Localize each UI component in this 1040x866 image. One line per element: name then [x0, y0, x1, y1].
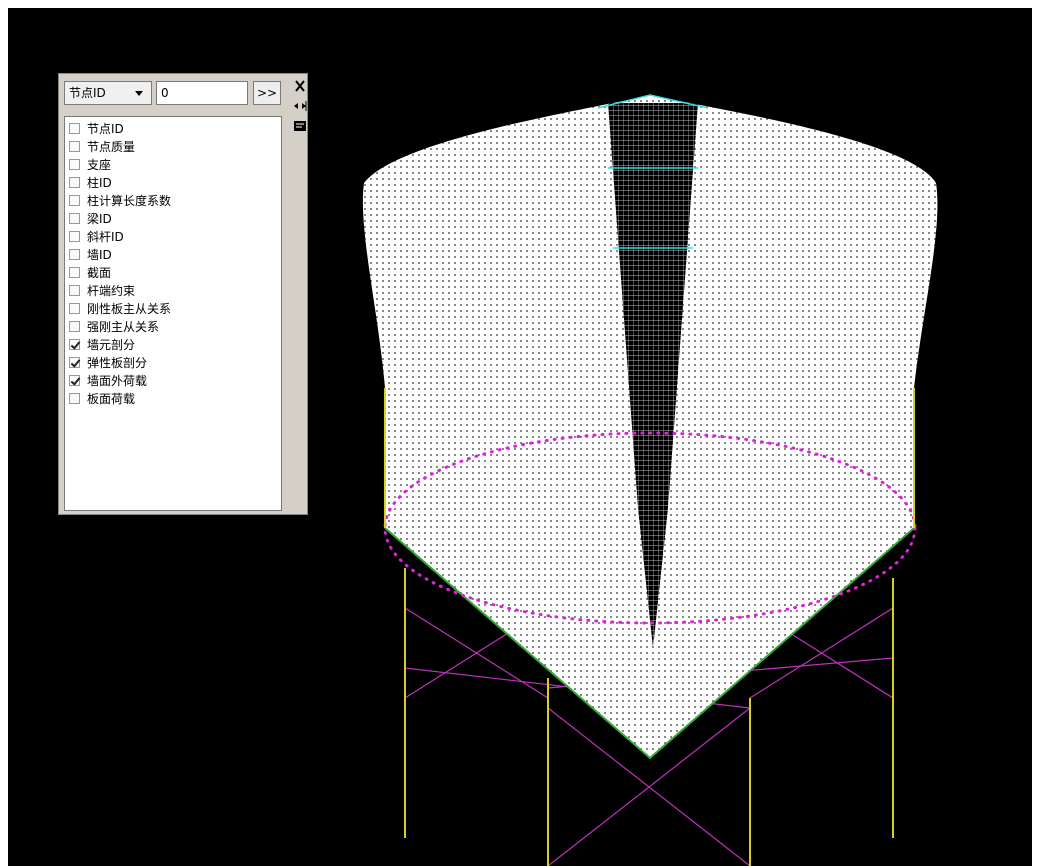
model-view	[362, 94, 938, 866]
checkbox[interactable]	[69, 285, 80, 296]
option-label: 刚性板主从关系	[87, 302, 172, 316]
id-dropdown[interactable]: 节点ID	[64, 81, 152, 105]
checkbox[interactable]	[69, 339, 80, 350]
option-label: 节点质量	[87, 140, 136, 154]
checkbox[interactable]	[69, 357, 80, 368]
option-label: 梁ID	[87, 212, 112, 226]
dock-icon[interactable]	[293, 100, 307, 112]
go-button[interactable]: >>	[253, 81, 281, 105]
viewport: 节点ID 0 >> 节点ID 节点质量支座柱ID 柱计算长度系数 梁ID 斜杆ID 墙ID…	[8, 8, 1032, 866]
option-label: 节点ID	[87, 122, 124, 136]
cyan-frame	[597, 94, 709, 249]
option-label: 杆端约束	[87, 284, 136, 298]
id-input[interactable]: 0	[156, 81, 248, 105]
option-label: 强刚主从关系	[87, 320, 160, 334]
checkbox[interactable]	[69, 267, 80, 278]
checkbox[interactable]	[69, 213, 80, 224]
close-icon[interactable]	[293, 80, 307, 92]
checkbox[interactable]	[69, 321, 80, 332]
option-label: 斜杆ID	[87, 230, 124, 244]
option-label: 截面	[87, 266, 112, 280]
option-label: 弹性板剖分	[87, 356, 148, 370]
menu-icon[interactable]	[293, 120, 307, 132]
option-label: 墙元剖分	[87, 338, 136, 352]
option-list: 节点ID 节点质量支座柱ID 柱计算长度系数 梁ID 斜杆ID 墙ID 截面杆端约束刚性板主…	[64, 116, 282, 511]
option-label: 墙面外荷载	[87, 374, 148, 388]
option-label: 柱计算长度系数	[87, 194, 172, 208]
checkbox[interactable]	[69, 177, 80, 188]
cone-edge	[384, 527, 915, 760]
checkbox[interactable]	[69, 303, 80, 314]
checkbox[interactable]	[69, 159, 80, 170]
checkbox[interactable]	[69, 393, 80, 404]
checkbox[interactable]	[69, 375, 80, 386]
display-panel: 节点ID 0 >> 节点ID 节点质量支座柱ID 柱计算长度系数 梁ID 斜杆ID 墙ID…	[58, 73, 308, 515]
option-label: 墙ID	[87, 248, 112, 262]
option-label: 板面荷载	[87, 392, 136, 406]
checkbox[interactable]	[69, 195, 80, 206]
silo-core	[608, 103, 698, 648]
checkbox[interactable]	[69, 123, 80, 134]
columns	[384, 388, 915, 866]
option-label: 柱ID	[87, 176, 112, 190]
checkbox[interactable]	[69, 231, 80, 242]
option-label: 支座	[87, 158, 112, 172]
checkbox[interactable]	[69, 141, 80, 152]
checkbox[interactable]	[69, 249, 80, 260]
